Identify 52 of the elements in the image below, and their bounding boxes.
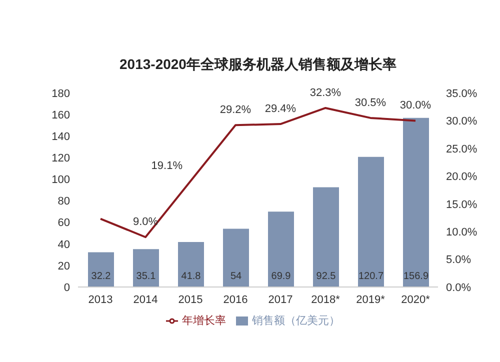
data-label: 32.3% — [310, 86, 342, 99]
y-tick-label: 120 — [52, 152, 70, 165]
data-label: 35.1 — [136, 271, 156, 282]
x-tick-label: 2016 — [223, 294, 248, 306]
chart-title: 2013-2020年全球服务机器人销售额及增长率 — [118, 56, 398, 74]
y-tick-label: 180 — [52, 88, 70, 100]
data-label: 32.2 — [91, 271, 112, 282]
bar — [358, 156, 384, 287]
y-tick-label: 160 — [52, 109, 70, 122]
bar — [268, 212, 294, 287]
y2-tick-label: 15.0% — [446, 198, 478, 211]
data-label: 156.9 — [403, 271, 429, 282]
data-label: 19.1% — [151, 160, 183, 172]
y2-tick-label: 0.0% — [446, 282, 472, 294]
data-label: 29.4% — [264, 103, 296, 116]
x-tick-label: 2017 — [268, 294, 293, 306]
x-tick-label: 2015 — [178, 294, 203, 306]
y-tick-label: 100 — [52, 174, 70, 186]
y2-tick-label: 20.0% — [446, 171, 478, 184]
data-label: 41.8 — [181, 271, 202, 282]
bar — [178, 242, 204, 287]
y-tick-label: 20 — [58, 260, 70, 272]
data-label: 30.5% — [354, 96, 386, 109]
x-tick-label: 2020* — [401, 294, 431, 306]
y2-tick-label: 35.0% — [446, 88, 478, 100]
data-label: 30.0% — [400, 100, 432, 112]
bar — [133, 249, 159, 287]
y2-tick-label: 30.0% — [446, 116, 478, 128]
x-tick-label: 2018* — [311, 294, 341, 306]
legend-label: 销售额（亿美元） — [252, 315, 340, 327]
data-label: 29.2% — [220, 104, 252, 116]
y2-tick-label: 5.0% — [446, 254, 472, 266]
y-tick-label: 60 — [58, 217, 70, 230]
data-label: 92.5 — [316, 271, 336, 282]
y-tick-label: 40 — [58, 238, 70, 251]
y2-tick-label: 10.0% — [446, 226, 478, 238]
data-label: 9.0% — [132, 216, 158, 228]
bar — [313, 187, 339, 287]
y-tick-label: 140 — [52, 131, 70, 144]
y-tick-label: 80 — [58, 196, 70, 208]
data-label: 120.7 — [358, 271, 384, 282]
x-tick-label: 2019* — [356, 294, 386, 306]
data-label: 54 — [230, 271, 242, 282]
y2-tick-label: 25.0% — [446, 143, 478, 156]
bar — [223, 228, 249, 287]
x-tick-label: 2014 — [133, 294, 158, 306]
legend-label: 年增长率 — [182, 315, 226, 327]
y-tick-label: 0 — [64, 282, 70, 294]
bar — [403, 118, 429, 287]
data-label: 69.9 — [271, 271, 292, 282]
bar — [88, 252, 114, 287]
x-tick-label: 2013 — [88, 294, 113, 306]
